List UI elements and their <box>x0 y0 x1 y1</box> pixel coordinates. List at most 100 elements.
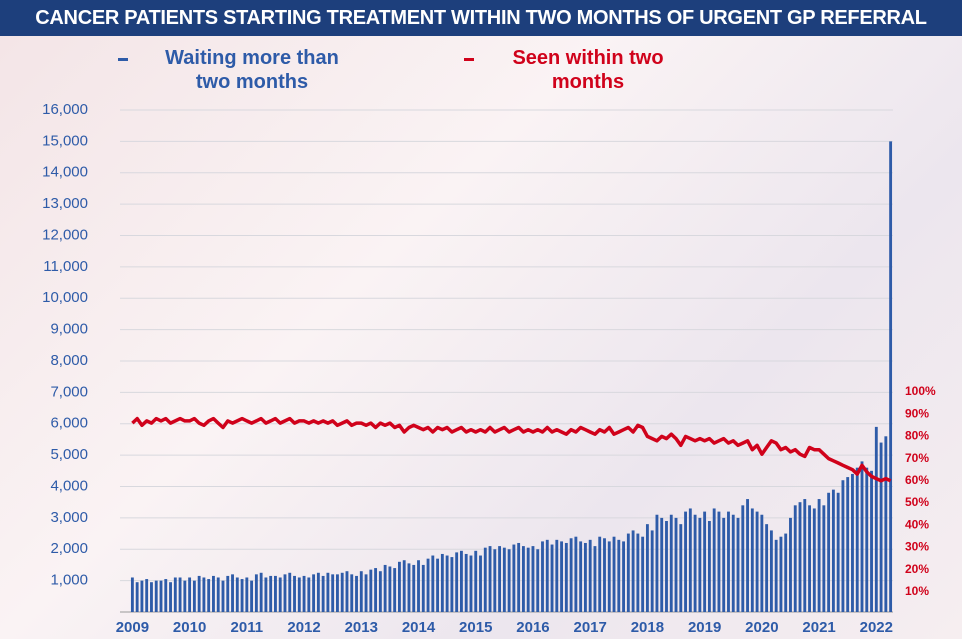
bar <box>626 533 630 612</box>
bar <box>789 517 792 612</box>
bar <box>693 514 697 612</box>
bar <box>426 558 430 612</box>
bar <box>164 579 168 612</box>
bar <box>154 580 158 612</box>
bar <box>879 442 883 612</box>
bar <box>297 577 301 612</box>
x-tick-label: 2014 <box>402 619 436 636</box>
y2-tick-label: 30% <box>905 540 929 554</box>
bar <box>550 544 554 612</box>
bar <box>727 511 730 612</box>
legend-label: Waiting more than two months <box>165 47 339 93</box>
bar <box>760 514 764 612</box>
x-tick-label: 2022 <box>860 619 893 636</box>
y-tick-label: 7,000 <box>50 383 88 400</box>
bar <box>483 547 487 612</box>
y2-tick-label: 10% <box>905 584 929 598</box>
bar <box>750 508 754 612</box>
bar <box>822 505 826 612</box>
bar <box>207 579 211 612</box>
bar <box>579 541 583 612</box>
bar <box>660 517 664 612</box>
bar <box>393 568 397 612</box>
y2-tick-label: 80% <box>905 429 929 443</box>
bar <box>688 508 692 612</box>
y-tick-label: 4,000 <box>50 477 88 494</box>
bar <box>803 499 807 612</box>
bar <box>841 480 845 612</box>
y2-tick-label: 40% <box>905 517 929 531</box>
x-tick-label: 2011 <box>231 619 264 636</box>
legend-label: Seen within two months <box>512 47 664 93</box>
bar <box>388 566 392 612</box>
bar <box>536 549 540 612</box>
bar <box>817 499 821 612</box>
bar <box>784 533 788 612</box>
bar <box>836 492 840 612</box>
bar <box>588 539 592 612</box>
bar <box>603 538 606 612</box>
bar <box>569 538 573 612</box>
bar <box>145 579 149 612</box>
bar <box>231 574 234 612</box>
x-tick-label: 2012 <box>287 619 320 636</box>
bar <box>617 539 621 612</box>
bar <box>769 530 773 612</box>
bar <box>359 571 363 612</box>
bar <box>645 524 649 612</box>
y-tick-label: 1,000 <box>50 572 88 589</box>
bar <box>316 572 320 612</box>
bar <box>450 557 454 612</box>
y-tick-label: 6,000 <box>50 415 88 432</box>
bar <box>865 467 869 612</box>
bar <box>355 575 358 612</box>
y-tick-label: 13,000 <box>42 195 88 212</box>
bar <box>521 546 525 612</box>
bar <box>860 461 864 612</box>
bar <box>889 141 893 612</box>
bar <box>369 569 373 612</box>
bar <box>283 574 287 612</box>
bar <box>765 524 769 612</box>
bar <box>345 571 349 612</box>
bar <box>402 560 406 612</box>
bar <box>851 473 854 612</box>
legend-swatch <box>464 58 474 61</box>
bar <box>622 541 625 612</box>
x-tick-label: 2018 <box>631 619 664 636</box>
bar <box>746 499 749 612</box>
bar <box>808 505 811 612</box>
x-tick-label: 2017 <box>573 619 606 636</box>
bar <box>240 579 244 612</box>
bar <box>212 575 215 612</box>
bar <box>130 577 134 612</box>
bar <box>593 546 597 612</box>
bar <box>321 575 325 612</box>
bar <box>798 502 802 612</box>
bar <box>336 574 339 612</box>
bar <box>398 561 401 612</box>
bar <box>288 572 292 612</box>
bar <box>364 574 368 612</box>
bar <box>607 541 611 612</box>
bar <box>717 511 721 612</box>
x-tick-label: 2021 <box>802 619 835 636</box>
bar <box>293 575 296 612</box>
x-tick-label: 2013 <box>345 619 378 636</box>
bar <box>445 555 449 612</box>
x-tick-label: 2015 <box>459 619 492 636</box>
bar <box>464 553 468 612</box>
bar <box>498 546 502 612</box>
bar <box>779 536 783 612</box>
bar <box>855 467 859 612</box>
x-tick-label: 2009 <box>116 619 149 636</box>
bar <box>183 580 187 612</box>
bar <box>698 517 702 612</box>
bar <box>235 577 239 612</box>
bar <box>707 521 711 612</box>
bar <box>412 564 416 612</box>
bar <box>731 514 735 612</box>
bar <box>216 577 220 612</box>
